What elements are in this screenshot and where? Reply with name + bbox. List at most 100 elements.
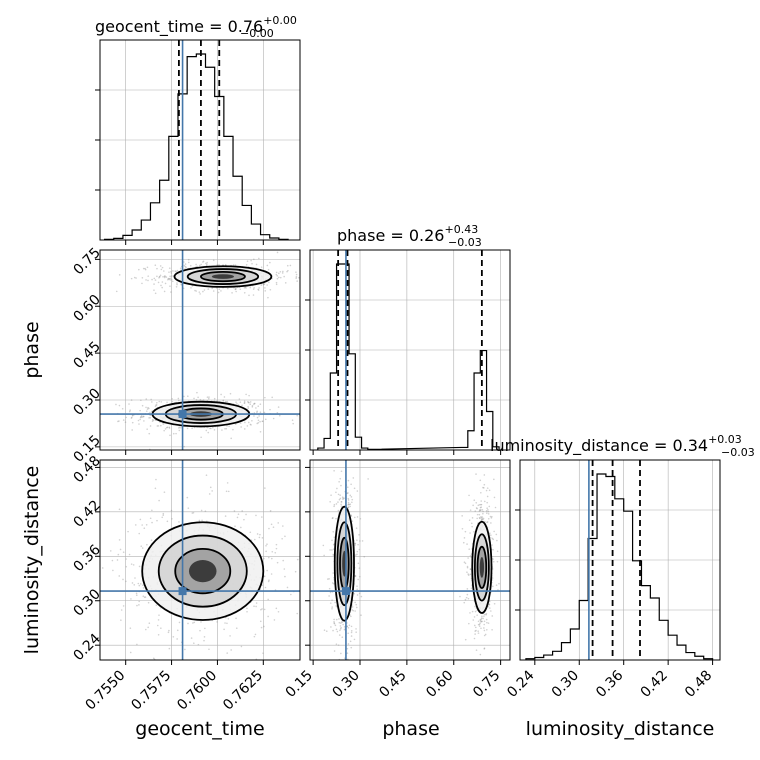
sample-point: [263, 575, 266, 578]
sample-point: [118, 274, 121, 276]
sample-point: [145, 406, 147, 409]
sample-point: [255, 605, 257, 608]
sample-point: [350, 483, 352, 486]
sample-point: [167, 278, 169, 281]
sample-point: [161, 286, 163, 289]
sample-point: [154, 487, 157, 490]
sample-point: [275, 607, 278, 610]
sample-point: [247, 421, 250, 424]
sample-point: [355, 606, 358, 609]
sample-point: [207, 431, 210, 434]
sample-point: [243, 518, 245, 521]
sample-point: [176, 269, 179, 272]
sample-point: [166, 520, 169, 523]
sample-point: [355, 631, 357, 633]
sample-point: [249, 401, 252, 403]
sample-point: [227, 490, 230, 493]
sample-point: [284, 282, 287, 284]
contour-line: [186, 268, 260, 285]
sample-point: [145, 279, 147, 281]
sample-point: [467, 557, 469, 559]
sample-point: [267, 268, 270, 271]
sample-point: [183, 264, 186, 267]
sample-point: [144, 267, 146, 270]
sample-point: [487, 509, 489, 511]
sample-point: [358, 548, 361, 551]
sample-point: [141, 282, 143, 285]
sample-point: [493, 478, 495, 481]
sample-point: [118, 420, 120, 422]
sample-point: [279, 270, 282, 273]
sample-point: [262, 283, 265, 286]
sample-point: [246, 610, 248, 613]
sample-point: [146, 266, 149, 269]
sample-point: [263, 411, 266, 414]
sample-point: [493, 530, 495, 533]
sample-point: [351, 498, 354, 501]
sample-point: [482, 486, 484, 489]
sample-point: [341, 621, 343, 624]
y-tick-label: 0.75: [70, 245, 103, 278]
sample-point: [252, 294, 255, 296]
sample-point: [346, 625, 348, 627]
panel-frame: [519, 459, 721, 661]
sample-point: [168, 271, 170, 273]
sample-point: [216, 264, 219, 266]
sample-point: [463, 601, 466, 604]
sample-point: [264, 287, 266, 289]
sample-point: [357, 543, 359, 546]
sample-point: [481, 615, 483, 618]
sample-point: [486, 628, 488, 631]
sample-point: [115, 403, 117, 406]
sample-point: [109, 550, 112, 552]
sample-point: [330, 626, 332, 628]
sample-point: [473, 616, 476, 618]
sample-point: [155, 604, 158, 606]
sample-point: [170, 270, 172, 273]
sample-point: [250, 424, 252, 426]
sample-point: [178, 427, 180, 429]
sample-point: [157, 425, 160, 427]
sample-point: [335, 618, 338, 621]
sample-point: [356, 594, 359, 596]
sample-point: [267, 556, 270, 559]
sample-point: [240, 426, 242, 428]
sample-point: [496, 539, 498, 542]
y-tick-label: 0.24: [70, 631, 103, 664]
sample-point: [163, 270, 165, 272]
sample-point: [469, 568, 472, 570]
sample-point: [469, 509, 472, 511]
sample-point: [481, 516, 484, 518]
sample-point: [193, 642, 195, 644]
sample-point: [258, 257, 260, 260]
sample-point: [243, 292, 246, 294]
sample-point: [148, 417, 150, 419]
sample-point: [283, 568, 286, 570]
sample-point: [240, 645, 243, 648]
sample-point: [276, 411, 279, 414]
sample-point: [282, 270, 284, 273]
sample-point: [331, 606, 334, 608]
sample-point: [353, 638, 356, 641]
sample-point: [213, 397, 216, 400]
sample-point: [159, 275, 161, 278]
sample-point: [218, 264, 220, 266]
sample-point: [154, 264, 157, 267]
sample-point: [120, 609, 123, 611]
sample-point: [334, 624, 337, 627]
sample-point: [164, 275, 166, 277]
sample-point: [354, 542, 357, 545]
sample-point: [158, 614, 160, 616]
sample-point: [485, 612, 488, 615]
sample-point: [286, 586, 289, 589]
contour-line: [173, 265, 273, 288]
density-fill: [479, 557, 485, 578]
sample-point: [479, 509, 482, 512]
sample-point: [477, 632, 480, 634]
xlabel-phase: phase: [382, 718, 439, 740]
sample-point: [473, 499, 476, 502]
sample-point: [162, 512, 165, 515]
sample-point: [148, 622, 151, 624]
sample-point: [475, 649, 478, 651]
sample-point: [349, 505, 351, 508]
